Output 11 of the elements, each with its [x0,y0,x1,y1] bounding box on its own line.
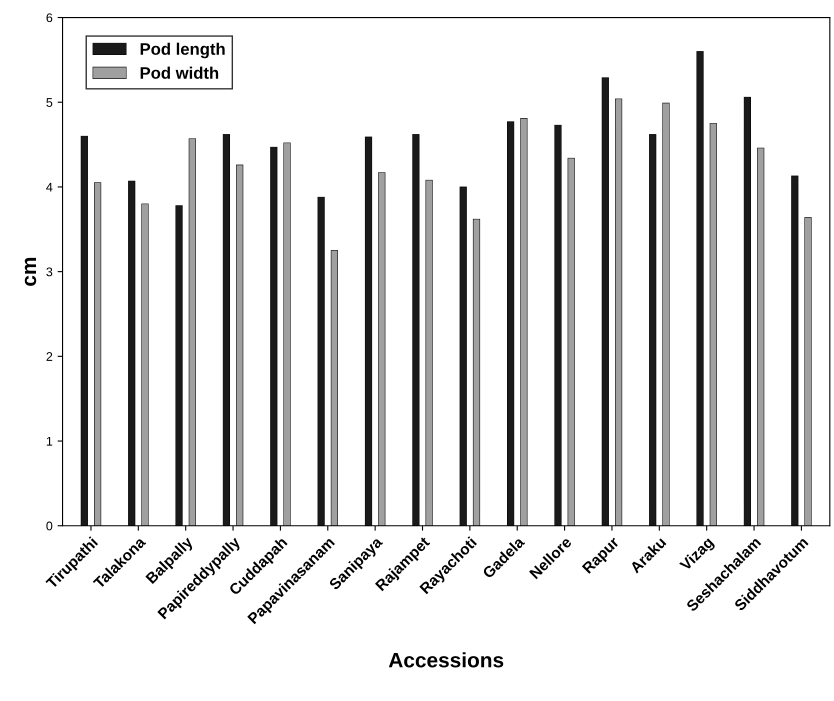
y-axis-title: cm [24,258,36,286]
y-tick-label: 4 [46,182,52,192]
y-tick-label: 5 [46,98,52,107]
y-tick-label: 2 [46,352,52,361]
y-tick-label: 6 [46,13,52,22]
legend-label: Pod width [140,66,218,79]
legend-label: Pod length [140,42,225,58]
y-tick-label: 3 [46,267,52,276]
x-axis-title: Accessions [388,652,504,668]
y-tick-label: 1 [46,436,52,446]
y-tick-label: 0 [46,522,52,530]
